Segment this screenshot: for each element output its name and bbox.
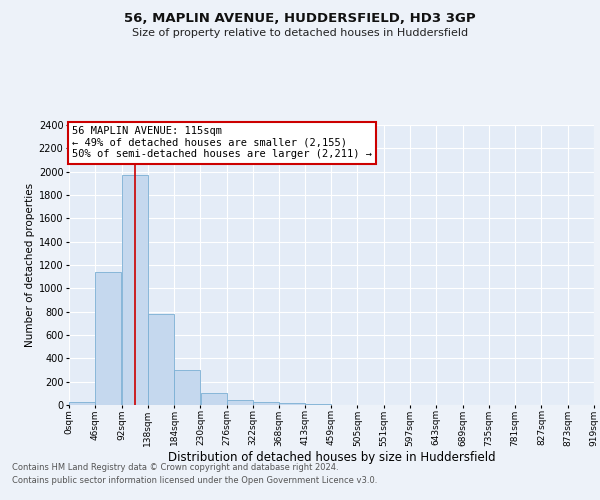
- Bar: [69, 402, 95, 405]
- Bar: [122, 175, 148, 405]
- Text: Size of property relative to detached houses in Huddersfield: Size of property relative to detached ho…: [132, 28, 468, 38]
- Bar: [200, 394, 227, 405]
- Bar: [305, 404, 331, 405]
- Text: Contains HM Land Registry data © Crown copyright and database right 2024.: Contains HM Land Registry data © Crown c…: [12, 462, 338, 471]
- Bar: [280, 403, 305, 405]
- Bar: [253, 402, 279, 405]
- Bar: [148, 314, 174, 405]
- X-axis label: Distribution of detached houses by size in Huddersfield: Distribution of detached houses by size …: [167, 451, 496, 464]
- Y-axis label: Number of detached properties: Number of detached properties: [25, 183, 35, 347]
- Bar: [95, 272, 121, 405]
- Text: 56 MAPLIN AVENUE: 115sqm
← 49% of detached houses are smaller (2,155)
50% of sem: 56 MAPLIN AVENUE: 115sqm ← 49% of detach…: [72, 126, 372, 160]
- Bar: [174, 370, 200, 405]
- Bar: [227, 400, 253, 405]
- Text: Contains public sector information licensed under the Open Government Licence v3: Contains public sector information licen…: [12, 476, 377, 485]
- Text: 56, MAPLIN AVENUE, HUDDERSFIELD, HD3 3GP: 56, MAPLIN AVENUE, HUDDERSFIELD, HD3 3GP: [124, 12, 476, 26]
